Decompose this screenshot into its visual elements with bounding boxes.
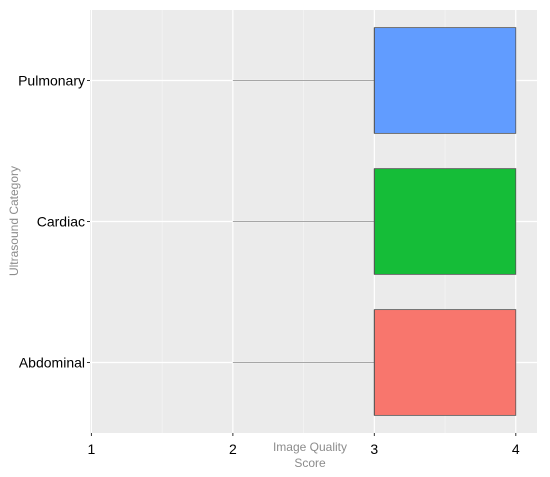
x-tick-label: 4	[512, 441, 520, 457]
x-axis-title-line2: Score	[294, 456, 326, 470]
y-tick-label: Abdominal	[19, 355, 85, 371]
x-axis-title-line1: Image Quality	[273, 440, 347, 454]
x-tick-label: 2	[229, 441, 237, 457]
y-tick-label: Cardiac	[37, 214, 85, 230]
x-tick-label: 1	[88, 441, 96, 457]
box-pulmonary	[373, 27, 517, 134]
x-tick-label: 3	[370, 441, 378, 457]
box-cardiac	[373, 168, 517, 275]
y-axis-title: Ultrasound Category	[7, 166, 21, 276]
y-axis: Abdominal Cardiac Pulmonary	[18, 73, 90, 371]
y-tick-label: Pulmonary	[18, 73, 85, 89]
x-axis: 1 2 3 4	[88, 433, 520, 457]
box-marks	[232, 27, 517, 416]
box-abdominal	[373, 309, 517, 416]
